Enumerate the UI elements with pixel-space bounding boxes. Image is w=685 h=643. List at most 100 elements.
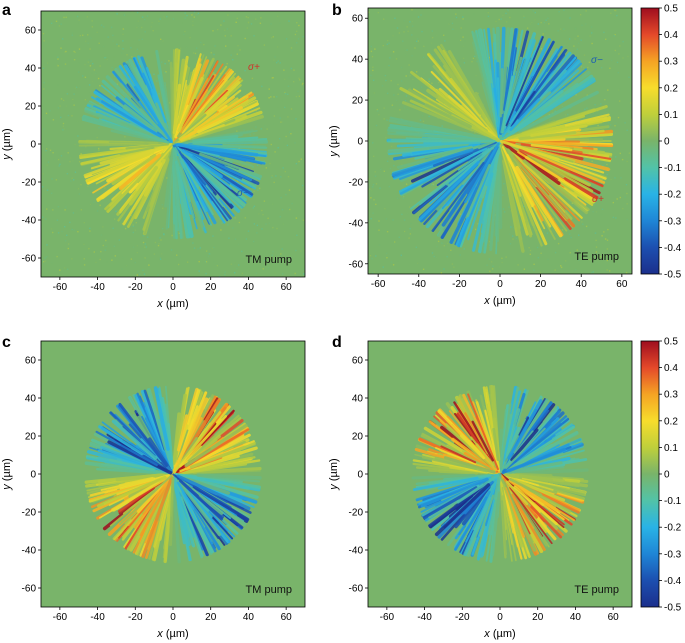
noise-pixel [300, 55, 303, 58]
noise-pixel [114, 255, 116, 257]
noise-pixel [296, 234, 298, 236]
noise-pixel [431, 53, 433, 56]
noise-pixel [584, 108, 586, 110]
noise-pixel [540, 21, 542, 24]
noise-pixel [73, 59, 76, 61]
noise-pixel [141, 26, 143, 29]
noise-pixel [282, 167, 284, 169]
noise-pixel [533, 269, 535, 271]
noise-pixel [396, 27, 399, 29]
noise-pixel [626, 218, 628, 221]
noise-pixel [64, 209, 66, 211]
noise-pixel [381, 85, 384, 87]
noise-pixel [398, 32, 401, 34]
noise-pixel [58, 25, 61, 27]
noise-pixel [402, 195, 405, 198]
noise-pixel [293, 69, 295, 71]
noise-pixel [279, 117, 281, 119]
noise-pixel [564, 29, 566, 32]
noise-pixel [544, 30, 546, 32]
streak [496, 77, 501, 130]
noise-pixel [251, 129, 253, 131]
noise-pixel [587, 226, 589, 229]
noise-pixel [46, 244, 48, 246]
noise-pixel [189, 216, 191, 218]
x-tick-label: -60 [53, 612, 68, 623]
noise-pixel [132, 225, 135, 227]
noise-pixel [102, 45, 105, 48]
noise-pixel [626, 160, 628, 163]
noise-pixel [435, 180, 438, 182]
x-tick-label: 60 [616, 279, 628, 290]
noise-pixel [146, 15, 149, 17]
noise-pixel [253, 35, 255, 37]
noise-pixel [450, 249, 452, 251]
noise-pixel [193, 11, 196, 13]
noise-pixel [122, 48, 124, 50]
noise-pixel [138, 25, 140, 28]
y-tick-label: -60 [349, 584, 364, 595]
noise-pixel [163, 16, 165, 18]
noise-pixel [138, 63, 141, 65]
noise-pixel [46, 208, 48, 210]
noise-pixel [462, 57, 465, 59]
noise-pixel [488, 258, 491, 260]
streak [427, 53, 500, 140]
streak [457, 147, 490, 171]
streak [95, 430, 158, 467]
noise-pixel [57, 158, 60, 161]
streak [179, 151, 207, 186]
noise-pixel [256, 164, 259, 167]
noise-pixel [614, 49, 616, 52]
noise-pixel [281, 208, 284, 211]
noise-pixel [460, 27, 462, 29]
streak [478, 28, 499, 123]
noise-pixel [264, 53, 267, 55]
noise-pixel [258, 187, 261, 190]
noise-pixel [227, 224, 229, 226]
noise-pixel [270, 143, 272, 146]
streak [199, 152, 263, 178]
noise-pixel [60, 98, 63, 100]
noise-pixel [625, 184, 628, 186]
noise-pixel [58, 165, 60, 167]
noise-pixel [85, 146, 87, 148]
noise-pixel [387, 39, 389, 42]
noise-pixel [388, 42, 390, 44]
streak [475, 401, 497, 460]
noise-pixel [598, 113, 601, 115]
streak [83, 146, 150, 159]
noise-pixel [448, 23, 450, 25]
noise-pixel [62, 125, 64, 127]
noise-pixel [96, 210, 99, 212]
sigma-plus-label: σ+ [592, 194, 604, 205]
y-tick-label: 60 [352, 14, 364, 25]
noise-pixel [609, 270, 611, 272]
noise-pixel [409, 233, 412, 235]
y-tick-label: 40 [352, 394, 364, 405]
noise-pixel [160, 38, 162, 40]
streak [181, 70, 234, 134]
noise-pixel [287, 116, 289, 118]
noise-pixel [624, 196, 626, 198]
streak [504, 39, 536, 124]
noise-pixel [473, 55, 476, 58]
noise-pixel [557, 242, 560, 245]
noise-pixel [95, 72, 97, 75]
streak [179, 166, 192, 203]
x-tick-label: 0 [497, 279, 503, 290]
noise-pixel [575, 94, 577, 96]
noise-pixel [618, 53, 620, 55]
streak [449, 77, 482, 117]
noise-pixel [302, 219, 305, 221]
noise-pixel [120, 51, 122, 53]
noise-pixel [507, 10, 509, 12]
noise-pixel [502, 194, 504, 196]
noise-pixel [245, 238, 248, 240]
noise-pixel [446, 242, 449, 245]
noise-pixel [96, 31, 98, 33]
noise-pixel [43, 128, 45, 130]
noise-pixel [256, 232, 258, 234]
noise-pixel [83, 222, 85, 224]
noise-pixel [438, 81, 440, 84]
